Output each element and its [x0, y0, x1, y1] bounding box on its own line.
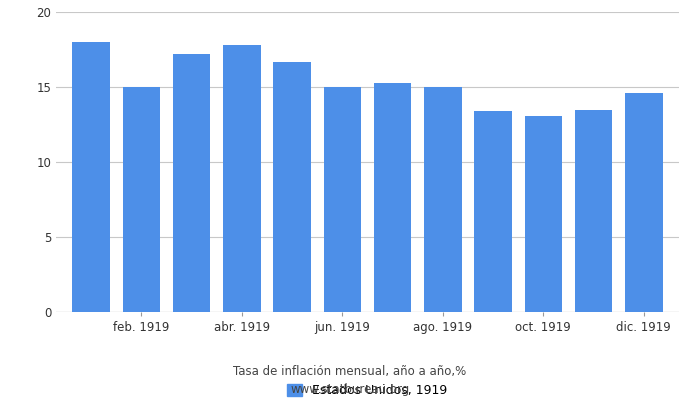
Bar — [424, 87, 462, 312]
Legend: Estados Unidos, 1919: Estados Unidos, 1919 — [288, 384, 447, 397]
Bar — [223, 45, 260, 312]
Bar — [524, 116, 562, 312]
Bar — [475, 111, 512, 312]
Bar — [625, 93, 663, 312]
Bar — [273, 62, 311, 312]
Bar — [323, 87, 361, 312]
Text: Tasa de inflación mensual, año a año,%: Tasa de inflación mensual, año a año,% — [233, 366, 467, 378]
Bar — [575, 110, 612, 312]
Bar — [173, 54, 211, 312]
Bar — [72, 42, 110, 312]
Bar — [374, 82, 412, 312]
Bar — [122, 87, 160, 312]
Text: www.statbureau.org: www.statbureau.org — [290, 384, 410, 396]
